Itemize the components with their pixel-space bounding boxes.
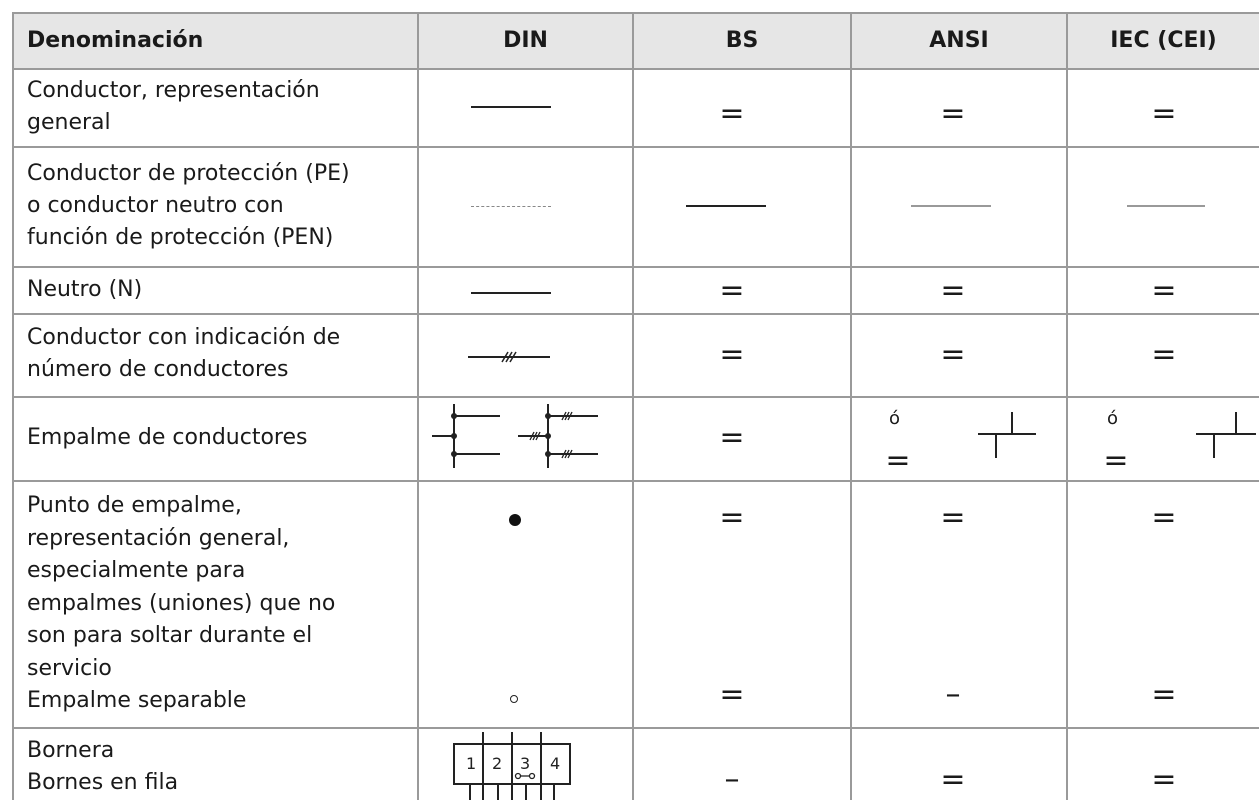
- row-name-line: empalmes (uniones) que no: [27, 590, 336, 616]
- row-name-line: son para soltar durante el: [27, 623, 313, 648]
- same-symbol: =: [719, 500, 745, 535]
- row-name-line: Conductor de protección (PE): [27, 161, 350, 186]
- conductor-line-symbol: [686, 205, 766, 207]
- row-name-line: o conductor neutro con: [27, 193, 284, 218]
- table-rule: [12, 480, 1259, 482]
- terminal-number: 1: [466, 754, 476, 773]
- table-rule: [12, 313, 1259, 315]
- header-din: DIN: [503, 28, 548, 53]
- same-symbol: =: [1151, 677, 1177, 712]
- row-name-line: Bornera: [27, 738, 115, 763]
- t-junction-symbol: [978, 412, 1036, 458]
- same-symbol: =: [719, 337, 745, 372]
- t-junction-symbol: [1196, 412, 1256, 458]
- same-symbol: =: [719, 420, 745, 455]
- same-symbol: =: [1151, 762, 1177, 797]
- same-symbol: =: [940, 500, 966, 535]
- table-rule: [1066, 12, 1068, 800]
- row-name: Conductor con indicación de número de co…: [27, 322, 340, 386]
- table-header: [12, 14, 1259, 68]
- row-name-line: función de protección (PEN): [27, 225, 334, 250]
- junction-dot-symbol: [509, 514, 521, 526]
- table-rule: [12, 12, 14, 800]
- same-symbol: =: [940, 337, 966, 372]
- same-symbol: =: [1151, 96, 1177, 131]
- header-iec: IEC (CEI): [1110, 28, 1217, 53]
- gray-conductor-symbol: [911, 205, 991, 207]
- terminal-block-symbol: 1 2 3 4: [453, 732, 571, 800]
- terminal-number: 4: [550, 754, 560, 773]
- same-symbol: =: [1151, 500, 1177, 535]
- table-rule: [12, 266, 1259, 268]
- table-rule: [12, 146, 1259, 148]
- same-symbol: =: [885, 443, 911, 478]
- same-symbol: =: [719, 677, 745, 712]
- conductor-line-symbol: [471, 106, 551, 108]
- table-rule: [632, 12, 634, 800]
- neutral-line-symbol: [471, 292, 551, 294]
- same-symbol: =: [940, 273, 966, 308]
- dashed-conductor-symbol: [471, 206, 551, 207]
- header-ansi: ANSI: [929, 28, 989, 53]
- terminal-number: 3: [520, 754, 530, 773]
- row-name-line: servicio: [27, 655, 112, 681]
- same-symbol: =: [940, 762, 966, 797]
- row-name: Neutro (N): [27, 274, 142, 306]
- or-label: ó: [889, 408, 901, 429]
- table-rule: [12, 727, 1259, 729]
- same-symbol: =: [1151, 273, 1177, 308]
- same-symbol: =: [719, 96, 745, 131]
- row-name: Conductor de protección (PE) o conductor…: [27, 158, 350, 254]
- dash-symbol: –: [724, 762, 740, 797]
- or-label: ó: [1107, 408, 1119, 429]
- header-denominacion: Denominación: [27, 28, 204, 53]
- same-symbol: =: [719, 273, 745, 308]
- terminal-number: 2: [492, 754, 502, 773]
- row-name-line: Empalme separable: [27, 688, 247, 713]
- table-rule: [417, 12, 419, 800]
- same-symbol: =: [1151, 337, 1177, 372]
- row-name-line: Bornes en fila: [27, 770, 179, 795]
- row-name: Empalme de conductores: [27, 422, 308, 454]
- multi-conductor-symbol: [468, 351, 550, 363]
- gray-conductor-symbol: [1127, 205, 1205, 207]
- table-rule: [850, 12, 852, 800]
- row-name-line: Empalme de conductores: [27, 425, 308, 450]
- same-symbol: =: [1103, 443, 1129, 478]
- table-rule: [12, 396, 1259, 398]
- row-name: Bornera Bornes en fila: [27, 735, 178, 799]
- row-name-line: general: [27, 110, 111, 135]
- header-bs: BS: [725, 28, 759, 53]
- row-name-line: Conductor con indicación de: [27, 325, 341, 350]
- table-rule: [12, 68, 1259, 70]
- row-name: Punto de empalme, representación general…: [27, 490, 335, 718]
- table-rule: [12, 12, 1259, 14]
- row-name-line: Conductor, representación: [27, 78, 320, 103]
- same-symbol: =: [940, 96, 966, 131]
- row-name-line: especialmente para: [27, 558, 246, 583]
- row-name-line: número de conductores: [27, 357, 289, 382]
- row-name-line: Punto de empalme,: [27, 493, 242, 518]
- junction-symbol: [432, 404, 598, 468]
- row-name-line: Neutro (N): [27, 277, 143, 302]
- row-name: Conductor, representación general: [27, 75, 320, 139]
- row-name-line: representación general,: [27, 525, 290, 551]
- separable-junction-symbol: [510, 695, 518, 703]
- dash-symbol: –: [945, 677, 961, 712]
